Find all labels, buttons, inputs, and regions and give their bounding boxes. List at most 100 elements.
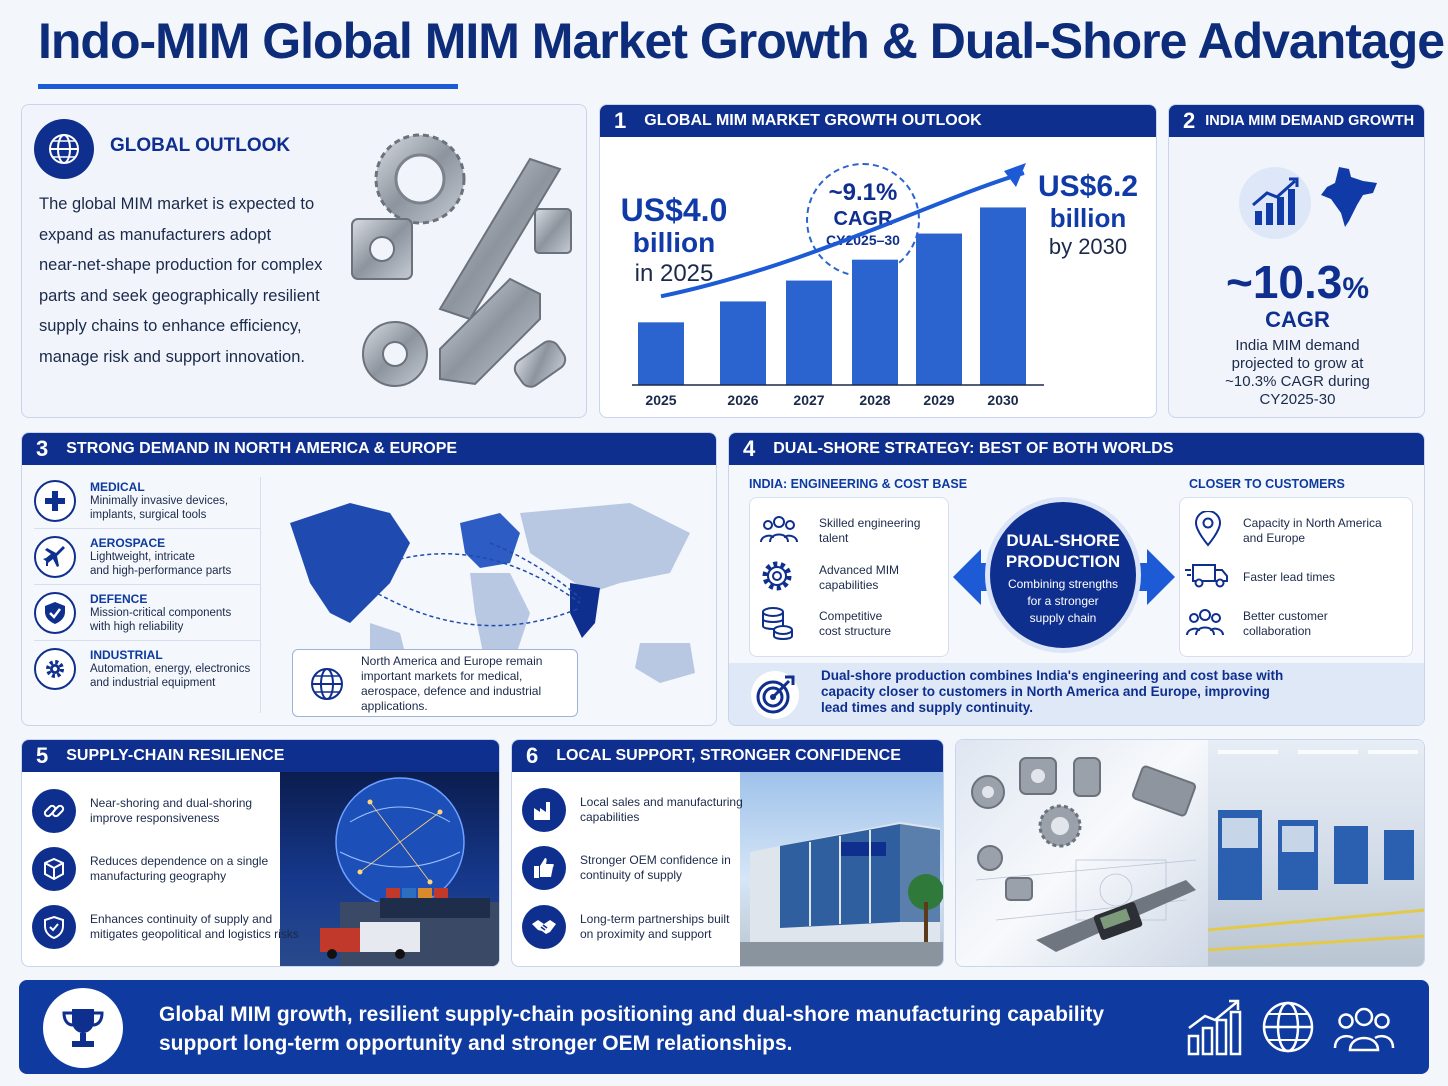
x-tick-label: 2027 — [793, 392, 824, 408]
outlook-line: supply chains to enhance efficiency, — [39, 317, 302, 335]
demand-card: 3 STRONG DEMAND IN NORTH AMERICA & EUROP… — [21, 432, 717, 726]
sector-desc: with high reliability — [90, 620, 184, 633]
india-value-number: ~10.3 — [1225, 256, 1343, 308]
footer-line: lead times and supply continuity. — [821, 700, 1034, 715]
summary-banner: Global MIM growth, resilient supply-chai… — [19, 980, 1429, 1074]
dual-item-text: collaboration — [1243, 624, 1312, 638]
demand-header: 3 STRONG DEMAND IN NORTH AMERICA & EUROP… — [22, 433, 716, 465]
footer-line: capacity closer to customers in North Am… — [821, 684, 1270, 699]
dual-left-item: Competitive cost structure — [759, 601, 920, 647]
resilience-text: Near-shoring and dual-shoring — [90, 796, 253, 810]
page-title: Indo-MIM Global MIM Market Growth & Dual… — [38, 13, 1445, 69]
growth-chart-icon — [1185, 998, 1243, 1061]
start-value-block: US$4.0 billion in 2025 — [614, 193, 734, 289]
section-title: DUAL-SHORE STRATEGY: BEST OF BOTH WORLDS — [773, 440, 1174, 457]
support-text: Local sales and manufacturing — [580, 795, 743, 809]
dual-right-item: Capacity in North America and Europe — [1185, 507, 1382, 555]
x-tick-label: 2028 — [859, 392, 890, 408]
dual-item-text: Faster lead times — [1243, 569, 1336, 584]
badge-sub: Combining strengths — [1007, 577, 1119, 591]
dual-item-text: Advanced MIM — [819, 563, 900, 577]
india-cagr-label: CAGR — [1265, 307, 1330, 332]
dual-item-text: Capacity in North America — [1243, 516, 1382, 530]
end-value-block: US$6.2 billion by 2030 — [1028, 171, 1148, 261]
india-desc: India MIM demand projected to grow at ~1… — [1169, 337, 1424, 409]
note-line: applications. — [361, 699, 428, 713]
bar-2029 — [916, 233, 962, 385]
cagr-label: CAGR — [833, 208, 893, 230]
dual-item-text: cost structure — [819, 624, 892, 638]
dual-footer-text: Dual-shore production combines India's e… — [821, 668, 1283, 716]
sector-desc: and industrial equipment — [90, 677, 216, 689]
section-number: 1 — [614, 108, 627, 133]
resilience-item: Reduces dependence on a single manufactur… — [32, 840, 299, 898]
target-icon — [751, 671, 799, 719]
india-value: ~10.3% — [1169, 255, 1424, 309]
dual-item-text: capabilities — [819, 578, 879, 592]
cagr-period: CY2025–30 — [826, 232, 900, 248]
x-tick-label: 2026 — [727, 392, 758, 408]
section-number: 4 — [743, 436, 756, 461]
badge-sub: for a stronger — [1027, 594, 1099, 608]
customers-column-head: CLOSER TO CUSTOMERS — [1189, 477, 1345, 491]
india-desc-line: ~10.3% CAGR during — [1225, 373, 1370, 390]
india-desc-line: projected to grow at — [1231, 355, 1364, 372]
dual-item-text: and Europe — [1243, 531, 1306, 545]
outlook-line: near-net-shape production for complex — [39, 256, 323, 274]
note-line: important markets for medical, — [361, 669, 523, 683]
outlook-heading: GLOBAL OUTLOOK — [110, 135, 291, 156]
section-number: 3 — [36, 436, 49, 461]
support-item: Local sales and manufacturing capabilitie… — [522, 782, 743, 838]
outlook-line: expand as manufacturers adopt — [39, 225, 272, 244]
trend-arrow-line — [660, 171, 1025, 299]
support-item: Stronger OEM confidence in continuity of … — [522, 838, 743, 898]
support-text: Stronger OEM confidence in — [580, 853, 731, 867]
india-value-pct: % — [1342, 272, 1370, 305]
trophy-icon — [43, 988, 123, 1068]
section-title: STRONG DEMAND IN NORTH AMERICA & EUROPE — [66, 440, 458, 457]
manufacturing-photo-card — [955, 739, 1425, 967]
shield-check-icon — [32, 905, 76, 949]
chain-link-icon — [32, 789, 76, 833]
growth-outlook-card: 1 GLOBAL MIM MARKET GROWTH OUTLOOK US$4.… — [599, 104, 1157, 418]
thumbs-up-icon — [522, 846, 566, 890]
sector-medical: MEDICAL Minimally invasive devices, implan… — [34, 473, 260, 529]
india-column-head: INDIA: ENGINEERING & COST BASE — [749, 477, 968, 491]
sector-name: DEFENCE — [90, 591, 148, 606]
india-desc-line: CY2025-30 — [1259, 391, 1336, 408]
globe-icon — [34, 119, 94, 179]
dual-header: 4 DUAL-SHORE STRATEGY: BEST OF BOTH WORL… — [729, 433, 1424, 465]
location-pin-icon — [1185, 509, 1231, 552]
outlook-line: The global MIM market is expected to — [39, 195, 315, 213]
resilience-list: Near-shoring and dual-shoring improve res… — [32, 782, 299, 956]
badge-sub: supply chain — [1029, 611, 1097, 625]
resilience-text: mitigates geopolitical and logistics ris… — [90, 927, 299, 941]
support-header: 6 LOCAL SUPPORT, STRONGER CONFIDENCE — [512, 740, 943, 772]
dual-item-text: Skilled engineering — [819, 516, 921, 530]
india-header: 2 INDIA MIM DEMAND GROWTH — [1169, 105, 1424, 137]
resilience-text: Enhances continuity of supply and — [90, 912, 273, 926]
banner-text: Global MIM growth, resilient supply-chai… — [159, 1000, 1104, 1058]
badge-title: PRODUCTION — [1005, 552, 1121, 571]
medical-cross-icon — [34, 479, 76, 522]
india-map-icon — [1319, 165, 1381, 236]
bar-2028 — [852, 259, 898, 385]
sector-desc: Minimally invasive devices, — [90, 494, 229, 507]
section-title: LOCAL SUPPORT, STRONGER CONFIDENCE — [556, 747, 901, 764]
x-tick-label: 2030 — [987, 392, 1018, 408]
globe-icon — [309, 666, 345, 707]
gear-icon — [759, 558, 803, 599]
sector-name: MEDICAL — [90, 479, 145, 494]
globe-icon — [1261, 1000, 1315, 1059]
support-text: on proximity and support — [580, 927, 712, 941]
banner-line: support long-term opportunity and strong… — [159, 1032, 793, 1055]
dual-item-text: talent — [819, 531, 849, 545]
bar-2025 — [638, 322, 684, 385]
end-value: US$6.2 — [1037, 170, 1139, 203]
sector-desc: Lightweight, intricate — [90, 550, 195, 563]
sector-industrial: INDUSTRIAL Automation, energy, electronic… — [34, 641, 260, 697]
people-group-icon — [1333, 1006, 1395, 1057]
outlook-line: parts and seek geographically resilient — [39, 286, 320, 305]
resilience-item: Enhances continuity of supply and mitigat… — [32, 898, 299, 956]
india-demand-card: 2 INDIA MIM DEMAND GROWTH ~10.3% CAGR In… — [1168, 104, 1425, 418]
